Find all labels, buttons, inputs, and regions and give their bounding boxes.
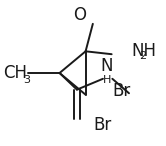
Text: H: H bbox=[103, 74, 112, 85]
Text: N: N bbox=[100, 58, 113, 75]
Text: Br: Br bbox=[112, 82, 131, 100]
Text: CH: CH bbox=[3, 64, 27, 82]
Text: NH: NH bbox=[131, 42, 156, 60]
Text: Br: Br bbox=[94, 116, 112, 134]
Text: O: O bbox=[73, 6, 86, 24]
Text: 3: 3 bbox=[24, 74, 31, 85]
Text: 2: 2 bbox=[139, 51, 146, 61]
